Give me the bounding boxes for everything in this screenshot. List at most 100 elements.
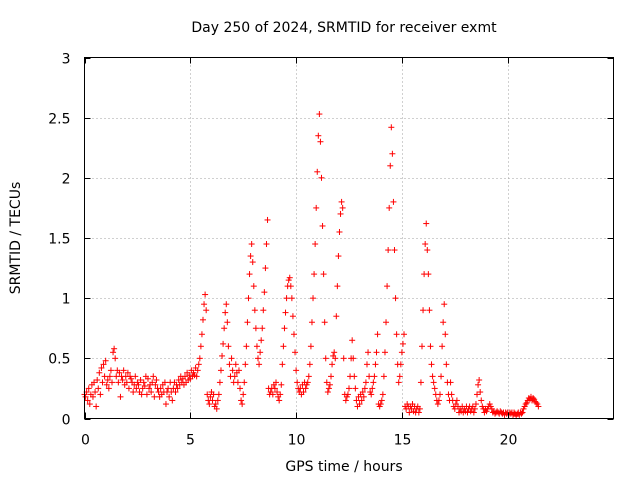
data-point <box>216 379 223 386</box>
data-point <box>311 271 318 278</box>
data-point <box>358 397 365 404</box>
data-point <box>429 373 436 380</box>
data-point <box>329 361 336 368</box>
data-point <box>213 405 220 412</box>
data-point <box>323 379 330 386</box>
data-point <box>333 313 340 320</box>
data-point <box>250 283 257 290</box>
data-point <box>203 307 210 314</box>
data-point <box>84 397 91 404</box>
data-point <box>262 265 269 272</box>
data-point <box>313 204 320 211</box>
data-point <box>264 216 271 223</box>
x-tick-label: 5 <box>186 433 195 449</box>
data-point <box>144 375 151 382</box>
data-point <box>366 373 373 380</box>
data-point <box>94 376 101 383</box>
data-point <box>351 373 358 380</box>
data-point <box>290 331 297 338</box>
data-point <box>434 401 441 408</box>
data-point <box>260 307 267 314</box>
data-point <box>239 401 246 408</box>
data-point <box>331 349 338 356</box>
data-point <box>92 389 99 396</box>
data-point <box>132 373 139 380</box>
data-point <box>248 241 255 248</box>
y-tick-label: 2.5 <box>48 112 70 128</box>
data-point <box>304 379 311 386</box>
data-point <box>217 367 224 374</box>
data-point <box>316 111 323 118</box>
data-point <box>470 409 477 416</box>
data-point <box>535 403 542 410</box>
data-point <box>420 307 427 314</box>
data-point <box>222 309 229 316</box>
data-point <box>204 391 211 398</box>
data-point <box>195 361 202 368</box>
data-point <box>338 198 345 205</box>
data-point <box>169 397 176 404</box>
data-point <box>423 220 430 227</box>
data-point <box>281 325 288 332</box>
data-point <box>307 343 314 350</box>
data-point <box>140 379 147 386</box>
data-point <box>390 198 397 205</box>
y-tick-label: 0 <box>62 413 71 429</box>
data-point <box>261 289 268 296</box>
data-point <box>244 319 251 326</box>
data-point <box>251 307 258 314</box>
data-point <box>238 397 245 404</box>
data-point <box>306 361 313 368</box>
data-point <box>101 373 108 380</box>
data-point <box>148 389 155 396</box>
data-point <box>398 349 405 356</box>
data-point <box>312 241 319 248</box>
data-point <box>220 340 227 347</box>
x-tick-label: 20 <box>500 433 518 449</box>
data-point <box>442 331 449 338</box>
data-point <box>93 403 100 410</box>
data-point <box>328 373 335 380</box>
data-point <box>440 319 447 326</box>
data-point <box>447 379 454 386</box>
data-point <box>373 349 380 356</box>
data-point <box>427 343 434 350</box>
data-point <box>431 385 438 392</box>
data-point <box>235 367 242 374</box>
data-point <box>381 349 388 356</box>
data-point <box>207 393 214 400</box>
data-point <box>271 385 278 392</box>
data-point <box>117 393 124 400</box>
data-point <box>372 361 379 368</box>
data-point <box>107 367 114 374</box>
y-tick-label: 2 <box>62 172 71 188</box>
x-tick-label: 0 <box>81 433 90 449</box>
data-point <box>302 385 309 392</box>
data-point <box>387 162 394 169</box>
data-point <box>361 385 368 392</box>
x-axis-label: GPS time / hours <box>285 459 402 475</box>
data-point <box>234 379 241 386</box>
data-point <box>243 343 250 350</box>
data-point <box>391 247 398 254</box>
data-point <box>374 331 381 338</box>
data-point <box>430 379 437 386</box>
data-point <box>82 393 89 400</box>
data-point <box>320 271 327 278</box>
data-point <box>522 401 529 408</box>
chart-title: Day 250 of 2024, SRMTID for receiver exm… <box>191 20 497 36</box>
data-point <box>214 397 221 404</box>
data-point <box>86 401 93 408</box>
data-point <box>256 361 263 368</box>
data-point <box>157 385 164 392</box>
data-point <box>209 397 216 404</box>
data-point <box>255 355 262 362</box>
data-point <box>344 391 351 398</box>
data-point <box>336 228 343 235</box>
y-tick-label: 0.5 <box>48 352 70 368</box>
data-point <box>435 397 442 404</box>
data-point <box>151 393 158 400</box>
data-point <box>153 376 160 383</box>
data-point <box>350 355 357 362</box>
data-point <box>441 301 448 308</box>
